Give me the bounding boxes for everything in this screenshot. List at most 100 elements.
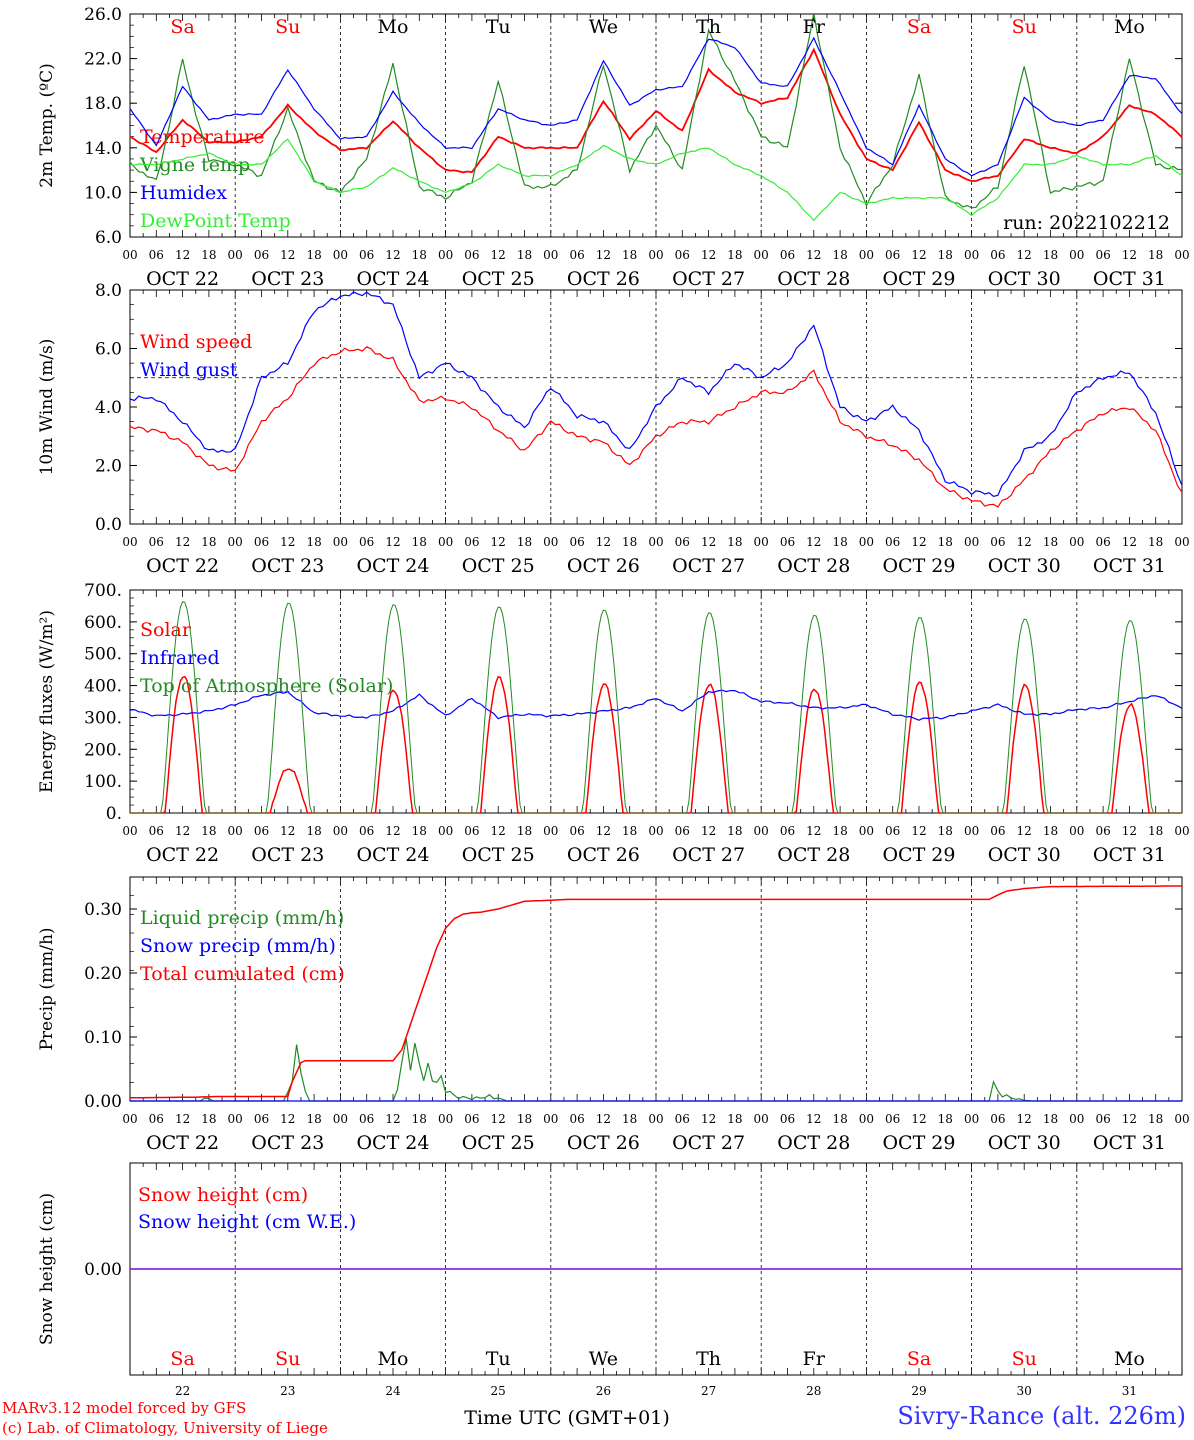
hour-label: 00 bbox=[1069, 248, 1084, 262]
weekday-label: We bbox=[589, 16, 618, 38]
hour-label: 12 bbox=[491, 824, 506, 838]
hour-label: 18 bbox=[727, 535, 742, 549]
hour-label: 18 bbox=[727, 824, 742, 838]
hour-label: 00 bbox=[754, 535, 769, 549]
hour-label: 12 bbox=[1122, 824, 1137, 838]
hour-label: 06 bbox=[359, 248, 374, 262]
series-line-humidex bbox=[129, 291, 1183, 497]
hour-label: 18 bbox=[201, 1112, 216, 1126]
hour-label: 00 bbox=[228, 248, 243, 262]
hour-label: 18 bbox=[517, 248, 532, 262]
y-tick-label: 300. bbox=[84, 708, 122, 728]
hour-label: 06 bbox=[885, 1112, 900, 1126]
date-label: OCT 27 bbox=[672, 1132, 745, 1154]
hour-label: 12 bbox=[1017, 1112, 1032, 1126]
hour-label: 18 bbox=[306, 824, 321, 838]
series-line-dewpoint bbox=[129, 138, 1183, 222]
panel-5: 0.00 Snow height (cm) Snow height (cm) Snow… bbox=[37, 1162, 1183, 1398]
hour-label: 18 bbox=[1148, 535, 1163, 549]
y-tick-label: 14.0 bbox=[84, 139, 122, 159]
hour-label: 18 bbox=[1148, 248, 1163, 262]
hour-label: 12 bbox=[911, 1112, 926, 1126]
hour-label: 00 bbox=[333, 1112, 348, 1126]
date-label: OCT 27 bbox=[672, 844, 745, 866]
y-tick-label: 2.0 bbox=[95, 457, 122, 477]
y-tick-label: 0. bbox=[106, 804, 122, 824]
hour-label: 18 bbox=[306, 248, 321, 262]
hour-label: 18 bbox=[517, 535, 532, 549]
hour-label: 00 bbox=[1174, 248, 1189, 262]
y-tick-label: 6.0 bbox=[95, 228, 122, 248]
hour-label: 18 bbox=[727, 248, 742, 262]
hour-label: 06 bbox=[254, 248, 269, 262]
hour-label: 12 bbox=[806, 1112, 821, 1126]
hour-label: 06 bbox=[149, 535, 164, 549]
y-tick-label: 0.0 bbox=[95, 515, 122, 535]
hour-label: 18 bbox=[938, 824, 953, 838]
hour-label: 00 bbox=[964, 248, 979, 262]
y-tick-label: 4.0 bbox=[95, 398, 122, 418]
hour-label: 06 bbox=[990, 1112, 1005, 1126]
date-label: OCT 30 bbox=[988, 1132, 1061, 1154]
hour-label: 12 bbox=[701, 248, 716, 262]
hour-label: 00 bbox=[543, 248, 558, 262]
day-number-label: 29 bbox=[911, 1384, 926, 1398]
y-tick-label: 10.0 bbox=[84, 183, 122, 203]
weekday-label: We bbox=[589, 1348, 618, 1370]
hour-label: 00 bbox=[333, 824, 348, 838]
hour-label: 18 bbox=[412, 248, 427, 262]
hour-label: 18 bbox=[517, 1112, 532, 1126]
hour-label: 06 bbox=[885, 248, 900, 262]
hour-label: 18 bbox=[622, 535, 637, 549]
date-label: OCT 26 bbox=[567, 555, 640, 577]
hour-label: 18 bbox=[1148, 1112, 1163, 1126]
hour-label: 12 bbox=[596, 1112, 611, 1126]
weekday-label: Tu bbox=[486, 1348, 511, 1370]
day-number-label: 22 bbox=[175, 1384, 190, 1398]
legend-solar: Solar bbox=[140, 619, 192, 641]
hour-label: 00 bbox=[859, 824, 874, 838]
hour-label: 18 bbox=[412, 824, 427, 838]
hour-label: 12 bbox=[596, 248, 611, 262]
hour-label: 06 bbox=[464, 248, 479, 262]
hour-label: 18 bbox=[306, 535, 321, 549]
hour-label: 06 bbox=[780, 824, 795, 838]
hour-label: 06 bbox=[990, 535, 1005, 549]
hour-label: 12 bbox=[911, 535, 926, 549]
hour-label: 00 bbox=[859, 248, 874, 262]
date-label: OCT 29 bbox=[882, 1132, 955, 1154]
legend-humidex: Wind gust bbox=[140, 359, 238, 381]
hour-label: 12 bbox=[596, 535, 611, 549]
series-line-toa bbox=[130, 601, 1182, 814]
series-line-solar bbox=[130, 675, 1182, 814]
hour-label: 12 bbox=[280, 248, 295, 262]
legend-liquid: Liquid precip (mm/h) bbox=[140, 907, 344, 929]
y-axis-label: Snow height (cm) bbox=[37, 1193, 57, 1345]
date-label: OCT 25 bbox=[462, 1132, 535, 1154]
date-label: OCT 24 bbox=[356, 268, 429, 290]
weekday-label: Sa bbox=[170, 16, 194, 38]
hour-label: 00 bbox=[1069, 1112, 1084, 1126]
date-label: OCT 25 bbox=[462, 844, 535, 866]
legend-temperature: Wind speed bbox=[140, 331, 252, 353]
legend-snowwe: Snow height (cm W.E.) bbox=[138, 1211, 356, 1233]
hour-label: 18 bbox=[832, 535, 847, 549]
y-tick-label: 6.0 bbox=[95, 340, 122, 360]
hour-label: 06 bbox=[675, 248, 690, 262]
hour-label: 06 bbox=[990, 248, 1005, 262]
hour-label: 06 bbox=[780, 1112, 795, 1126]
hour-label: 12 bbox=[280, 1112, 295, 1126]
date-label: OCT 28 bbox=[777, 268, 850, 290]
hour-label: 06 bbox=[1095, 1112, 1110, 1126]
date-label: OCT 30 bbox=[988, 555, 1061, 577]
hour-label: 00 bbox=[228, 535, 243, 549]
hour-label: 00 bbox=[122, 248, 137, 262]
hour-label: 06 bbox=[780, 535, 795, 549]
hour-label: 18 bbox=[938, 248, 953, 262]
hour-label: 18 bbox=[938, 1112, 953, 1126]
y-tick-label: 26.0 bbox=[84, 5, 122, 25]
hour-label: 00 bbox=[228, 1112, 243, 1126]
series-line-humidex bbox=[129, 36, 1183, 177]
day-number-label: 28 bbox=[806, 1384, 821, 1398]
date-label: OCT 24 bbox=[356, 1132, 429, 1154]
